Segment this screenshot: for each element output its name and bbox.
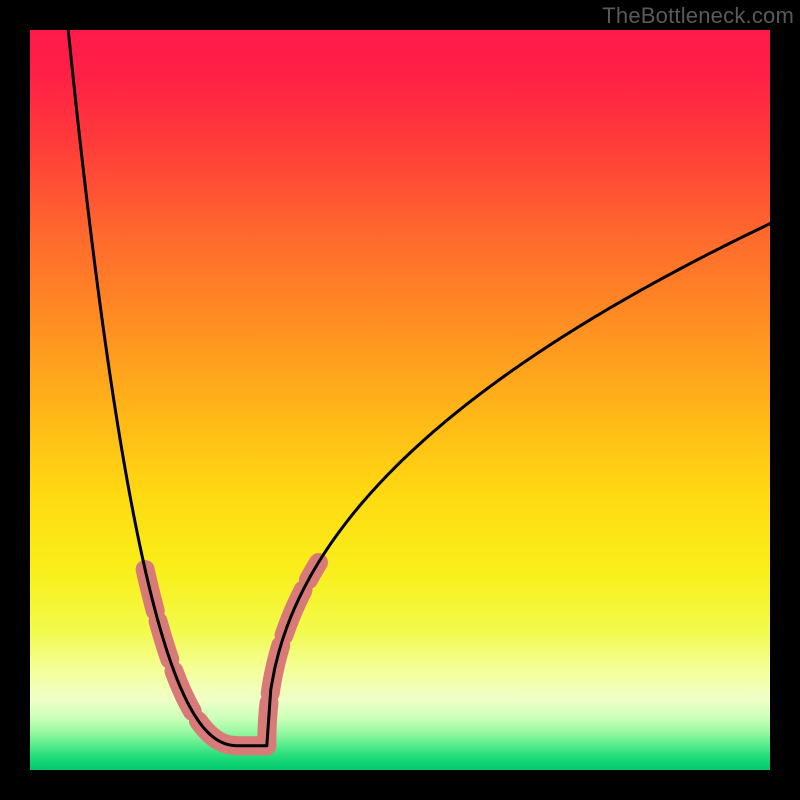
watermark-text: TheBottleneck.com	[602, 3, 794, 29]
chart-container: TheBottleneck.com	[0, 0, 800, 800]
bottleneck-chart	[0, 0, 800, 800]
plot-background	[30, 30, 770, 770]
